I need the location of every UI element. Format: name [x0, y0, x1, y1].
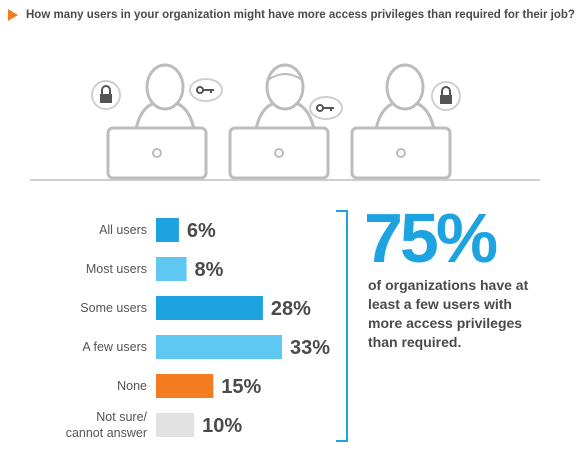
lock-icon — [91, 80, 121, 110]
callout-bracket — [336, 210, 348, 442]
value-label: 10% — [202, 415, 242, 437]
value-label: 33% — [290, 337, 330, 359]
person-icon — [133, 63, 197, 136]
callout-text: of organizations have at least a few use… — [368, 277, 529, 350]
person-icon — [373, 63, 437, 136]
category-label: All users — [99, 223, 147, 237]
category-label: Not sure/cannot answer — [66, 410, 148, 440]
category-label: A few users — [82, 340, 147, 354]
laptop-icon — [350, 126, 452, 180]
category-label: None — [117, 379, 147, 393]
value-label: 8% — [195, 259, 224, 281]
laptop-icon — [106, 126, 208, 180]
triangle-bullet-icon — [8, 9, 18, 21]
lock-icon — [431, 81, 461, 111]
key-icon — [309, 96, 343, 120]
category-label: Most users — [86, 262, 147, 276]
access-privileges-bar-chart: All users 6% Most users 8% Some users 28% A fe… — [66, 218, 330, 440]
users-laptops-illustration — [30, 63, 540, 181]
bar — [156, 296, 263, 320]
bar — [156, 218, 179, 242]
person-icon — [253, 63, 317, 136]
question-header: How many users in your organization migh… — [8, 6, 578, 24]
value-label: 28% — [271, 298, 311, 320]
bar — [156, 257, 187, 281]
value-label: 6% — [187, 220, 216, 242]
question-text: How many users in your organization migh… — [26, 9, 575, 21]
callout-percent: 75% — [364, 199, 498, 277]
key-icon — [189, 78, 223, 102]
value-label: 15% — [221, 376, 261, 398]
category-label: Some users — [80, 301, 147, 315]
laptop-icon — [228, 126, 330, 180]
bar — [156, 413, 195, 437]
bar — [156, 335, 282, 359]
bar — [156, 374, 214, 398]
